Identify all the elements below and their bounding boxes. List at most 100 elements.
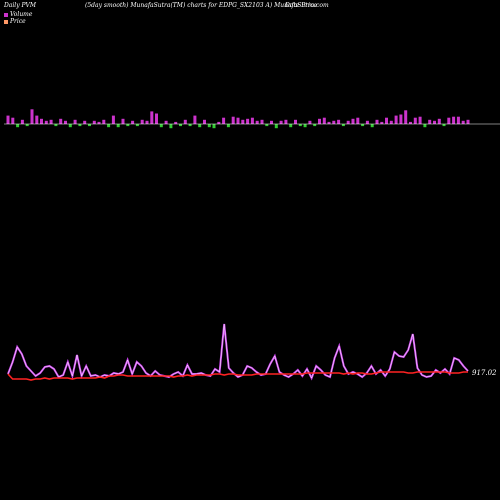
volume-bar [44, 120, 48, 124]
volume-bar [394, 115, 398, 124]
volume-bar [64, 120, 67, 124]
volume-bar [83, 120, 87, 124]
volume-bar [385, 117, 388, 124]
volume-bar [346, 120, 350, 124]
volume-bar [54, 124, 58, 127]
ticker-label: EDPG_SX2103 A) MunafaSutra.com [218, 2, 329, 9]
volume-bar [207, 124, 211, 128]
volume-bar [212, 124, 216, 129]
volume-bar [174, 121, 178, 124]
volume-bar [6, 115, 10, 124]
volume-bar [30, 109, 34, 124]
volume-bar [183, 119, 187, 124]
chart-type-label: Daily PVM [4, 2, 37, 9]
volume-bar [270, 120, 273, 124]
volume-bar [140, 119, 144, 124]
volume-bar [169, 124, 173, 129]
volume-bar [308, 120, 312, 124]
volume-bars [6, 109, 470, 129]
volume-bar [279, 120, 283, 124]
volume-bar [303, 124, 307, 128]
volume-bar [131, 120, 135, 124]
volume-bar [452, 116, 456, 125]
volume-bar [73, 119, 77, 124]
volume-bar [404, 110, 408, 124]
volume-bar [313, 124, 317, 127]
volume-bar [437, 118, 441, 125]
volume-bar [337, 119, 341, 124]
volume-bar [121, 118, 125, 125]
volume-bar [59, 118, 63, 125]
volume-bar [241, 119, 245, 124]
volume-bar [246, 118, 250, 125]
volume-bar [418, 116, 422, 125]
volume-bar [198, 124, 202, 128]
volume-bar [40, 118, 43, 125]
volume-bar [231, 116, 235, 125]
volume-bar [145, 120, 149, 124]
volume-bar [289, 124, 293, 128]
volume-bar [159, 124, 163, 128]
volume-bar [116, 124, 120, 128]
volume-bar [370, 124, 374, 128]
volume-bar [260, 119, 264, 124]
price-series-line [7, 371, 468, 381]
pvm-series-line [7, 323, 469, 381]
volume-bar [351, 118, 355, 125]
volume-bar [92, 120, 96, 124]
volume-bar [284, 119, 288, 124]
volume-bar [433, 120, 436, 124]
volume-bar [380, 121, 384, 124]
price-swatch-icon [4, 19, 8, 24]
volume-bar [16, 124, 20, 128]
volume-bar [255, 120, 259, 124]
volume-bar [365, 120, 369, 124]
price-value-label: 917.02 [472, 369, 497, 377]
volume-bar [298, 124, 302, 127]
volume-bar [265, 124, 269, 127]
volume-bar [97, 121, 101, 124]
volume-bar [318, 118, 321, 125]
volume-bar [49, 119, 53, 124]
legend-price-label: Price [10, 18, 26, 25]
volume-bar [188, 124, 192, 127]
volume-bar [107, 124, 111, 128]
volume-bar [126, 124, 130, 127]
volume-bar [361, 124, 365, 127]
volume-bar [88, 124, 91, 127]
volume-bar [193, 115, 197, 124]
volume-bar [341, 124, 345, 127]
volume-bar [135, 124, 139, 127]
volume-bar [274, 124, 278, 129]
volume-bar [413, 117, 417, 124]
volume-bar [294, 119, 297, 124]
volume-bar [35, 115, 39, 124]
volume-bar [236, 117, 240, 124]
pvm-series-highlight [7, 323, 469, 379]
volume-bar [322, 117, 326, 124]
legend-volume: Volume [4, 11, 32, 18]
volume-bar [20, 119, 24, 124]
volume-bar [389, 120, 393, 124]
volume-bar [356, 117, 360, 124]
volume-bar [428, 119, 432, 124]
volume-bar [78, 124, 82, 127]
volume-bar [466, 119, 470, 124]
volume-bar [25, 124, 29, 127]
volume-bar [111, 115, 115, 124]
volume-bar [102, 119, 106, 124]
volume-bar [203, 119, 206, 124]
volume-bar [447, 117, 451, 124]
volume-bar [164, 120, 168, 124]
volume-bar [226, 124, 230, 128]
volume-bar [250, 117, 254, 124]
volume-bar [375, 119, 379, 124]
chart-subtitle: (5day smooth) MunafaSutra(TM) charts for… [85, 2, 329, 9]
volume-bar [222, 117, 226, 124]
volume-bar [423, 124, 427, 128]
volume-bar [327, 121, 331, 124]
legend-volume-label: Volume [10, 11, 33, 18]
volume-bar [217, 121, 221, 124]
volume-bar [399, 114, 403, 124]
